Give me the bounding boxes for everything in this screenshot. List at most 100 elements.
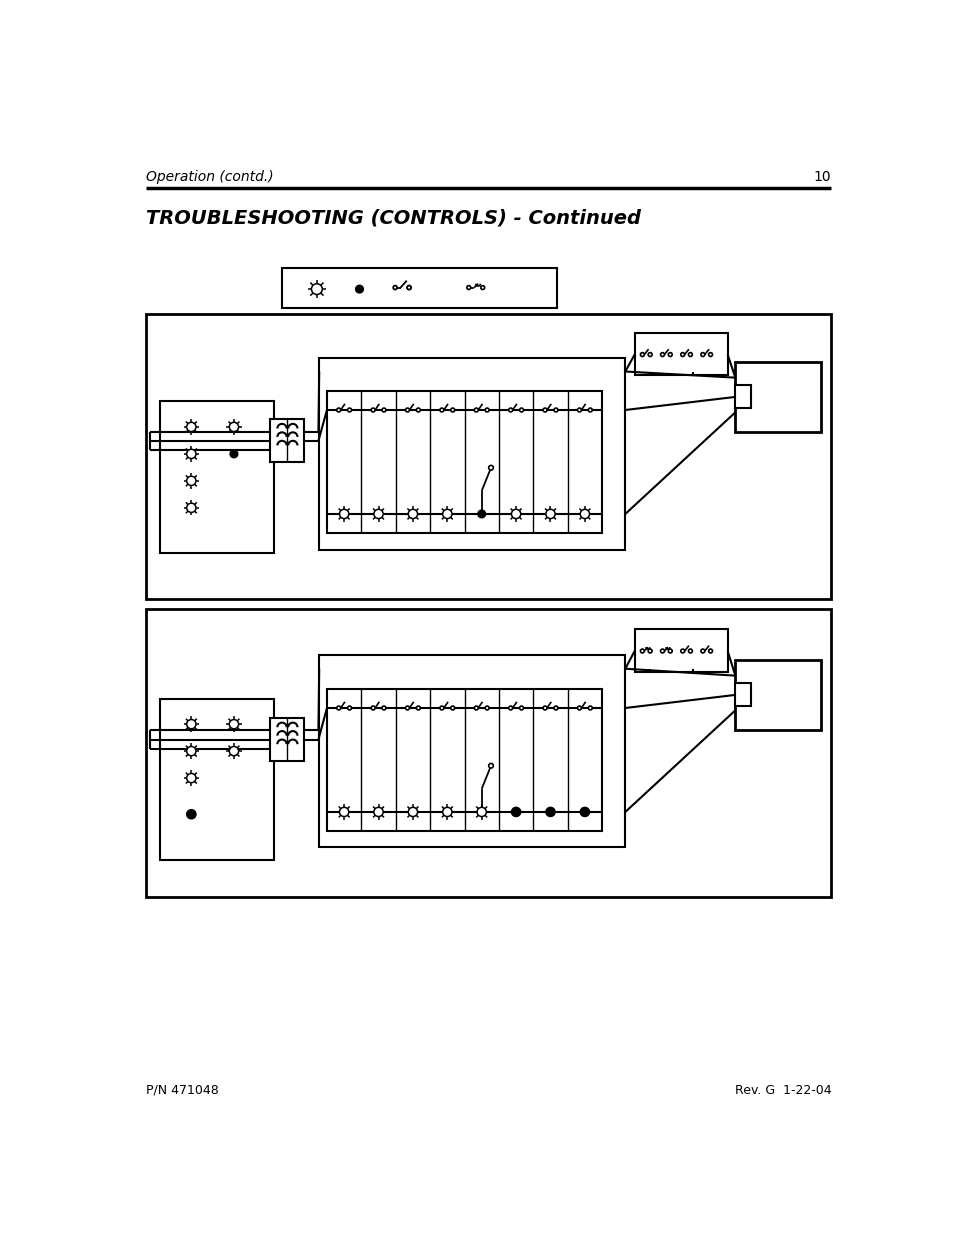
Circle shape	[229, 746, 238, 756]
Circle shape	[393, 285, 396, 289]
Circle shape	[659, 650, 664, 653]
Circle shape	[374, 808, 383, 816]
Circle shape	[577, 408, 580, 412]
Circle shape	[639, 353, 643, 357]
Circle shape	[545, 509, 555, 519]
Bar	[735, 683, 750, 706]
Circle shape	[554, 706, 558, 710]
Bar	[319, 655, 624, 847]
Circle shape	[668, 353, 672, 357]
Circle shape	[381, 408, 386, 412]
Circle shape	[476, 808, 486, 816]
Bar	[327, 390, 601, 534]
Circle shape	[519, 706, 523, 710]
Circle shape	[371, 706, 375, 710]
Circle shape	[647, 353, 652, 357]
Circle shape	[347, 706, 351, 710]
Circle shape	[451, 706, 455, 710]
Circle shape	[680, 650, 684, 653]
Text: Rev. G  1-22-04: Rev. G 1-22-04	[734, 1084, 831, 1097]
Circle shape	[466, 285, 470, 289]
Circle shape	[708, 353, 712, 357]
Circle shape	[508, 706, 512, 710]
Circle shape	[480, 285, 484, 289]
Bar	[159, 401, 274, 553]
Circle shape	[588, 408, 592, 412]
Circle shape	[545, 808, 555, 816]
Circle shape	[355, 285, 363, 293]
Bar	[146, 314, 831, 599]
Bar	[270, 419, 304, 462]
Circle shape	[508, 408, 512, 412]
Circle shape	[311, 284, 322, 294]
Bar	[319, 358, 624, 550]
Circle shape	[439, 408, 443, 412]
Circle shape	[187, 810, 195, 819]
Bar	[634, 333, 727, 375]
Bar	[327, 689, 601, 831]
Text: 10: 10	[813, 169, 831, 184]
Circle shape	[511, 808, 520, 816]
Circle shape	[187, 450, 195, 458]
Bar	[146, 609, 831, 898]
Circle shape	[339, 808, 349, 816]
Circle shape	[542, 706, 546, 710]
Circle shape	[700, 650, 704, 653]
Circle shape	[477, 510, 485, 517]
Circle shape	[511, 509, 520, 519]
Circle shape	[700, 353, 704, 357]
Bar	[735, 661, 820, 730]
Circle shape	[229, 422, 238, 431]
Circle shape	[405, 408, 409, 412]
Circle shape	[579, 808, 589, 816]
Circle shape	[451, 408, 455, 412]
Circle shape	[371, 408, 375, 412]
Text: P/N 471048: P/N 471048	[146, 1084, 219, 1097]
Bar	[159, 699, 274, 861]
Circle shape	[374, 509, 383, 519]
Circle shape	[485, 408, 489, 412]
Bar	[634, 630, 727, 672]
Bar	[270, 718, 304, 761]
Circle shape	[519, 408, 523, 412]
Circle shape	[336, 408, 340, 412]
Circle shape	[230, 450, 237, 458]
Circle shape	[187, 773, 195, 783]
Circle shape	[474, 706, 477, 710]
Bar	[735, 385, 750, 409]
Circle shape	[405, 706, 409, 710]
Circle shape	[408, 509, 417, 519]
Circle shape	[229, 720, 238, 729]
Circle shape	[407, 285, 411, 289]
Circle shape	[187, 477, 195, 485]
Circle shape	[639, 650, 643, 653]
Circle shape	[588, 706, 592, 710]
Circle shape	[442, 509, 452, 519]
Circle shape	[680, 353, 684, 357]
Circle shape	[442, 808, 452, 816]
Circle shape	[488, 763, 493, 768]
Circle shape	[187, 422, 195, 431]
Circle shape	[579, 509, 589, 519]
Circle shape	[187, 503, 195, 513]
Circle shape	[381, 706, 386, 710]
Circle shape	[347, 408, 351, 412]
Circle shape	[336, 706, 340, 710]
Circle shape	[688, 650, 692, 653]
Text: TROUBLESHOOTING (CONTROLS) - Continued: TROUBLESHOOTING (CONTROLS) - Continued	[146, 209, 640, 227]
Circle shape	[668, 650, 672, 653]
Bar	[735, 362, 820, 431]
Circle shape	[485, 706, 489, 710]
Circle shape	[659, 353, 664, 357]
Circle shape	[407, 285, 411, 289]
Text: Operation (contd.): Operation (contd.)	[146, 169, 274, 184]
Circle shape	[408, 808, 417, 816]
Circle shape	[542, 408, 546, 412]
Circle shape	[474, 408, 477, 412]
Circle shape	[439, 706, 443, 710]
Bar	[282, 268, 557, 308]
Circle shape	[708, 650, 712, 653]
Circle shape	[488, 466, 493, 471]
Circle shape	[416, 706, 420, 710]
Circle shape	[688, 353, 692, 357]
